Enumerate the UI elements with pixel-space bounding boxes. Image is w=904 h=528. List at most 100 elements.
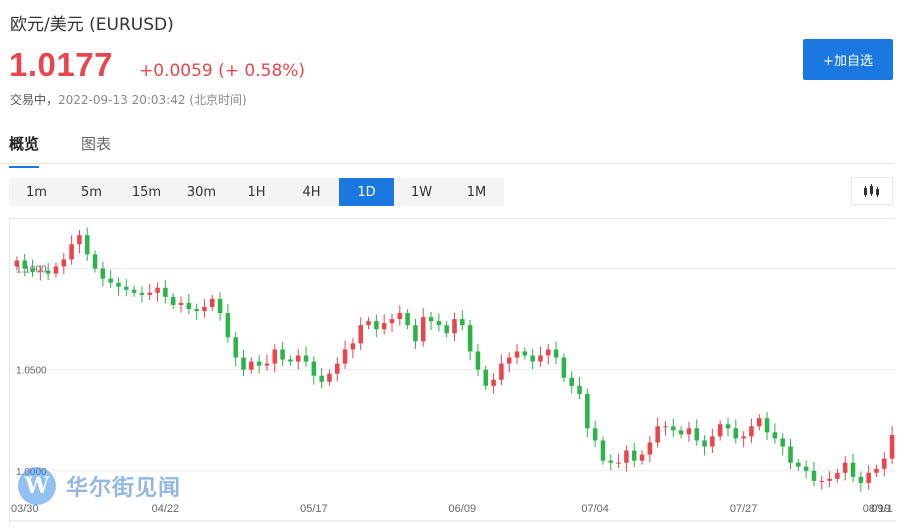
period-1w[interactable]: 1W xyxy=(410,184,433,200)
candle-body xyxy=(725,424,731,429)
candle-body xyxy=(538,355,543,362)
candle-body xyxy=(569,377,574,386)
candle-body xyxy=(585,393,590,429)
instrument-title: 欧元/美元 (EURUSD) xyxy=(10,15,174,35)
candle-body xyxy=(147,292,153,295)
candle-body xyxy=(749,426,754,437)
candle-body xyxy=(772,432,778,439)
candle-body xyxy=(256,361,262,366)
candle-body xyxy=(506,357,512,364)
candle-body xyxy=(116,282,121,287)
candle-body xyxy=(61,259,67,267)
candle-body xyxy=(647,442,653,455)
candle-body xyxy=(178,302,184,305)
candle-body xyxy=(288,359,293,362)
x-tick-label: 08/19 xyxy=(863,503,891,515)
candle-body xyxy=(53,266,59,274)
candle-body xyxy=(249,361,254,370)
x-tick-label: 07/27 xyxy=(730,503,758,515)
chart-type-button[interactable] xyxy=(851,177,893,205)
period-15m[interactable]: 15m xyxy=(131,184,162,200)
y-tick-label: 1.0500 xyxy=(16,366,47,377)
candle-body xyxy=(444,325,449,334)
price-chart[interactable]: 1.10001.05001.000003/3004/2205/1706/0907… xyxy=(9,218,896,525)
x-tick-label: 03/30 xyxy=(11,503,39,515)
candlestick-chart[interactable]: 1.10001.05001.000003/3004/2205/1706/0907… xyxy=(10,219,896,525)
candle-body xyxy=(639,454,645,461)
candle-body xyxy=(491,379,496,386)
candle-body xyxy=(483,369,489,386)
candle-body xyxy=(889,434,895,459)
candle-body xyxy=(530,355,535,362)
period-1h[interactable]: 1H xyxy=(247,184,266,200)
tab-chart[interactable]: 图表 xyxy=(81,135,112,153)
candle-body xyxy=(522,351,528,356)
candle-body xyxy=(92,254,98,269)
candle-body xyxy=(38,270,43,272)
candlestick-icon xyxy=(864,184,879,197)
candle-body xyxy=(460,319,465,326)
candle-body xyxy=(428,317,434,322)
period-1d[interactable]: 1D xyxy=(339,178,394,206)
candle-body xyxy=(389,319,395,324)
candle-body xyxy=(671,426,676,431)
price-change: +0.0059 (+ 0.58%) xyxy=(139,61,306,81)
candle-body xyxy=(475,351,481,370)
period-selector: 1m 5m 15m 30m 1H 4H 1D 1W 1M xyxy=(9,178,504,206)
candle-body xyxy=(858,476,864,483)
candle-body xyxy=(413,325,418,342)
period-5m[interactable]: 5m xyxy=(81,184,102,200)
candle-body xyxy=(546,349,551,356)
x-tick-label: 09/1 xyxy=(871,503,892,515)
tab-overview[interactable]: 概览 xyxy=(9,133,40,168)
candle-body xyxy=(194,308,199,312)
candle-body xyxy=(311,361,317,376)
candle-body xyxy=(381,323,387,330)
candle-body xyxy=(702,440,707,447)
trading-status: 交易中，2022-09-13 20:03:42 (北京时间) xyxy=(10,91,247,108)
candle-body xyxy=(608,460,614,463)
candle-body xyxy=(866,472,871,483)
candle-body xyxy=(350,343,356,350)
period-30m[interactable]: 30m xyxy=(186,184,217,200)
candle-body xyxy=(803,466,809,471)
candle-body xyxy=(295,355,301,362)
candle-body xyxy=(514,351,520,358)
candle-body xyxy=(499,363,504,380)
candle-body xyxy=(842,462,848,473)
candle-body xyxy=(710,436,715,447)
candle-body xyxy=(764,418,770,433)
candle-body xyxy=(874,468,879,473)
candle-body xyxy=(405,313,410,326)
candle-body xyxy=(631,450,637,461)
candle-body xyxy=(366,321,371,326)
watermark-text: 华尔街见闻 xyxy=(66,476,182,501)
candle-body xyxy=(225,313,231,338)
period-1m[interactable]: 1m xyxy=(26,184,47,200)
candle-body xyxy=(280,349,285,360)
period-1mo[interactable]: 1M xyxy=(466,184,487,200)
candle-body xyxy=(202,306,207,312)
candle-body xyxy=(655,426,660,443)
candle-body xyxy=(342,349,348,364)
candle-body xyxy=(335,363,340,374)
add-watchlist-button[interactable]: +加自选 xyxy=(803,39,893,80)
candle-body xyxy=(436,321,442,326)
candle-body xyxy=(139,292,145,295)
candle-body xyxy=(163,287,168,297)
candle-body xyxy=(131,289,137,293)
candle-body xyxy=(233,337,238,358)
period-4h[interactable]: 4H xyxy=(302,184,321,200)
candle-body xyxy=(624,450,629,463)
candle-body xyxy=(241,357,246,370)
candle-body xyxy=(452,319,457,334)
timezone-label: (北京时间) xyxy=(189,93,247,107)
candle-body xyxy=(467,325,473,352)
x-tick-label: 07/04 xyxy=(581,503,609,515)
candle-body xyxy=(30,268,35,272)
candle-body xyxy=(358,325,363,344)
x-tick-label: 05/17 xyxy=(300,503,328,515)
candle-body xyxy=(678,430,684,435)
candle-body xyxy=(170,296,176,305)
candle-body xyxy=(327,373,332,382)
